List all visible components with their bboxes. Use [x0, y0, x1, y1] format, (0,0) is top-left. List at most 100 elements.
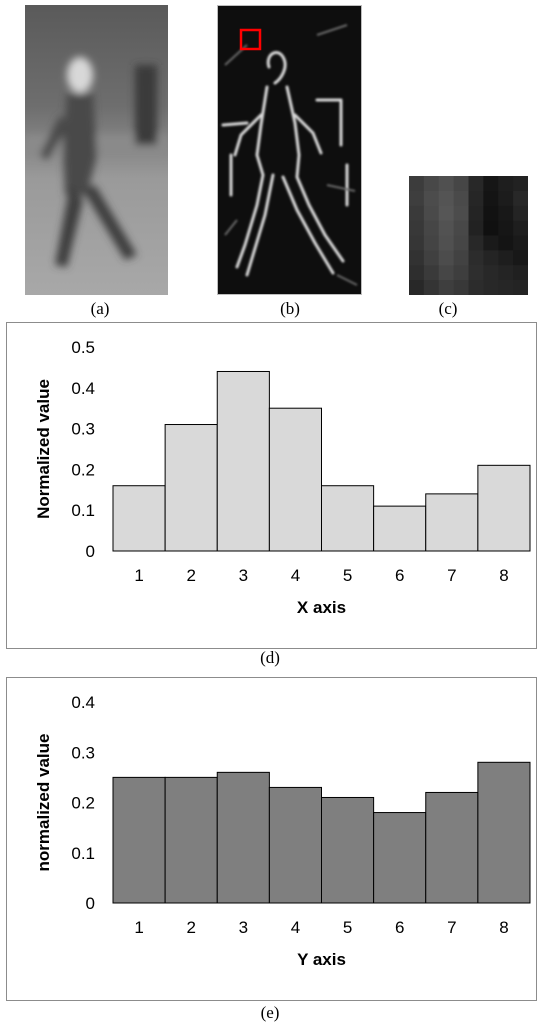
x-axis-title: Y axis [297, 950, 346, 969]
caption-b: (b) [280, 299, 300, 318]
pixel-cell [423, 250, 440, 266]
zoomed-cell [409, 176, 529, 296]
pixel-cell [453, 250, 469, 266]
pixel-cell [513, 190, 529, 207]
pixel-cell [409, 190, 425, 207]
pixel-cell [423, 235, 440, 251]
bar [216, 771, 270, 904]
pixel-cell [513, 220, 529, 236]
pixel-cell [409, 220, 425, 236]
pixel-cell [423, 176, 440, 192]
pixel-cell [409, 205, 425, 222]
pixel-cell [438, 280, 455, 296]
pixel-cell [513, 176, 529, 192]
caption-e: (e) [260, 1003, 280, 1022]
y-axis-title: Normalized value [34, 379, 53, 519]
pixel-cell [498, 250, 514, 266]
pedestrian-photo-panel [25, 5, 168, 295]
pixel-cell [453, 190, 469, 207]
pixel-cell [498, 176, 514, 192]
pixel-cell [498, 190, 514, 207]
zoomed-cell-panel [409, 176, 529, 296]
pixel-cell [453, 176, 469, 192]
pixel-cell [438, 220, 455, 236]
pixel-cell [438, 265, 455, 281]
x-tick-label: 6 [395, 566, 404, 585]
y-tick-label: 0.4 [71, 693, 95, 712]
bar [112, 485, 166, 552]
bar [216, 370, 270, 552]
pixel-cell [438, 176, 455, 192]
pixel-cell [483, 265, 499, 281]
y-histogram-chart: 0 0.1 0.2 0.3 0.4 1 2 3 4 5 6 7 8 Y axis normalized va… [6, 677, 537, 1001]
bar [321, 485, 375, 552]
pixel-cell [423, 205, 440, 222]
x-tick-label: 8 [499, 566, 508, 585]
x-tick-label: 8 [499, 918, 508, 937]
y-tick-label: 0.1 [71, 501, 95, 520]
pixel-cell [468, 280, 484, 296]
pixel-cell [483, 176, 499, 192]
x-histogram-chart: 0 0.1 0.2 0.3 0.4 0.5 1 2 3 4 5 6 7 8 X axis Normalized… [6, 322, 537, 649]
pixel-cell [438, 205, 455, 222]
pixel-cell [468, 250, 484, 266]
gradient-image-panel [216, 4, 363, 296]
y-tick-label: 0.2 [71, 794, 95, 813]
x-tick-label: 3 [239, 566, 248, 585]
pixel-cell [423, 265, 440, 281]
pixel-cell [483, 205, 499, 222]
pixel-cell [513, 235, 529, 251]
bar [373, 812, 427, 904]
bar [321, 796, 375, 904]
pixel-cell [468, 176, 484, 192]
x-tick-label: 5 [343, 918, 352, 937]
bar [112, 776, 166, 904]
bar [425, 493, 479, 552]
pixel-cell [409, 250, 425, 266]
bar [477, 464, 531, 552]
pixel-cell [498, 280, 514, 296]
pixel-cell [468, 265, 484, 281]
pixel-cell [483, 220, 499, 236]
pixel-cell [438, 190, 455, 207]
bar [268, 407, 322, 552]
caption-d: (d) [260, 648, 280, 667]
x-tick-label: 4 [291, 918, 300, 937]
y-axis-title: normalized value [34, 734, 53, 872]
bar [268, 786, 322, 904]
pixel-cell [513, 205, 529, 222]
bar [425, 791, 479, 904]
pixel-cell [513, 280, 529, 296]
y-tick-label: 0.3 [71, 743, 95, 762]
y-tick-label: 0.5 [71, 338, 95, 357]
y-tick-label: 0 [86, 542, 95, 561]
x-tick-label: 1 [134, 566, 143, 585]
pixel-cell [483, 190, 499, 207]
pixel-cell [409, 265, 425, 281]
y-tick-label: 0 [86, 894, 95, 913]
x-axis-title: X axis [297, 598, 346, 617]
y-tick-label: 0.4 [71, 379, 95, 398]
bar [164, 424, 218, 552]
pixel-cell [498, 235, 514, 251]
pixel-cell [468, 235, 484, 251]
y-tick-label: 0.3 [71, 420, 95, 439]
pixel-cell [423, 190, 440, 207]
pixel-cell [483, 235, 499, 251]
x-tick-label: 1 [134, 918, 143, 937]
pixel-cell [409, 235, 425, 251]
highlight-box [239, 28, 262, 51]
pixel-cell [513, 265, 529, 281]
pixel-cell [513, 250, 529, 266]
pixel-cell [483, 250, 499, 266]
pixel-cell [453, 280, 469, 296]
pixel-cell [453, 205, 469, 222]
pixel-cell [468, 190, 484, 207]
pixel-cell [498, 205, 514, 222]
pedestrian-photo [25, 5, 168, 295]
x-tick-label: 6 [395, 918, 404, 937]
x-tick-label: 2 [186, 566, 195, 585]
bar [164, 776, 218, 904]
pixel-cell [468, 220, 484, 236]
caption-c: (c) [438, 299, 458, 318]
